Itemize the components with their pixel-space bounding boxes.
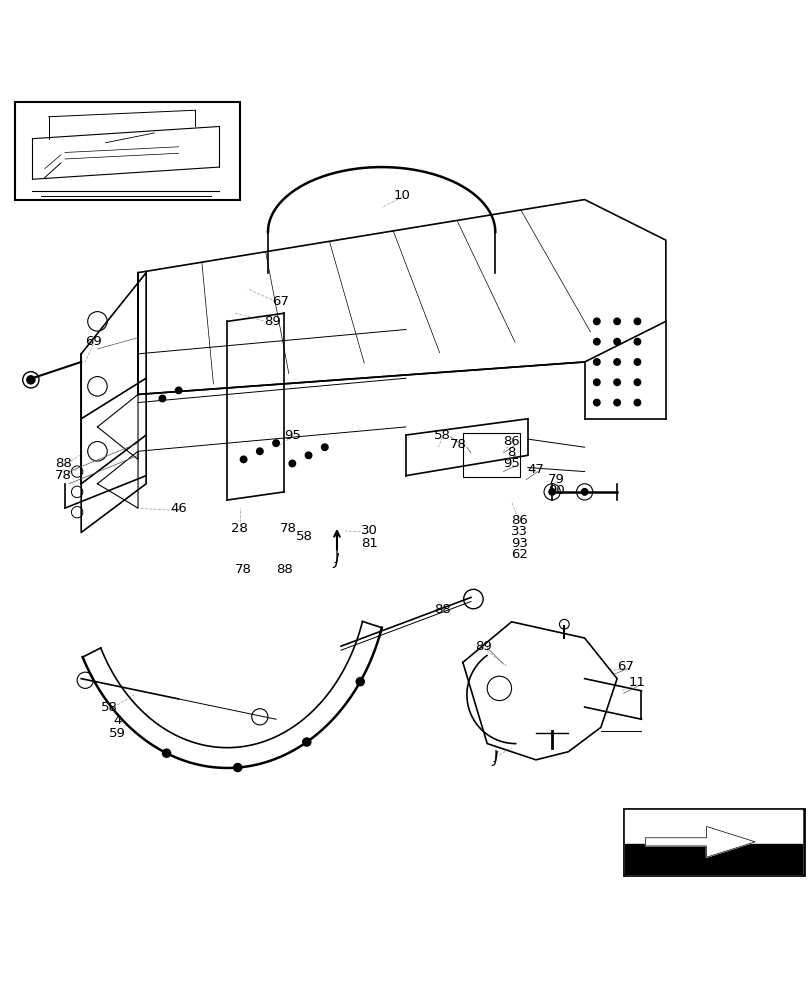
Circle shape xyxy=(633,379,640,386)
Text: 59: 59 xyxy=(109,727,126,740)
Text: J: J xyxy=(493,749,496,762)
Circle shape xyxy=(613,359,620,365)
Text: 90: 90 xyxy=(547,484,564,497)
Text: J: J xyxy=(335,550,338,563)
Circle shape xyxy=(159,395,165,402)
Bar xyxy=(624,844,801,874)
Circle shape xyxy=(256,448,263,455)
Text: 28: 28 xyxy=(231,522,247,535)
Text: 62: 62 xyxy=(511,548,527,561)
Text: 78: 78 xyxy=(280,522,296,535)
Text: 46: 46 xyxy=(170,502,187,515)
Text: 86: 86 xyxy=(511,514,527,527)
Text: 67: 67 xyxy=(272,295,288,308)
Text: 89: 89 xyxy=(264,315,280,328)
Bar xyxy=(627,841,717,871)
Circle shape xyxy=(234,763,242,772)
Circle shape xyxy=(613,399,620,406)
Text: 78: 78 xyxy=(235,563,251,576)
Circle shape xyxy=(305,452,311,459)
Text: 88: 88 xyxy=(55,457,71,470)
Circle shape xyxy=(633,318,640,325)
Circle shape xyxy=(548,489,555,495)
Circle shape xyxy=(240,456,247,463)
Text: 11: 11 xyxy=(629,676,645,689)
Text: 47: 47 xyxy=(527,463,543,476)
Bar xyxy=(462,433,519,477)
Text: 78: 78 xyxy=(55,469,71,482)
Circle shape xyxy=(289,460,295,467)
Circle shape xyxy=(593,379,599,386)
Text: 58: 58 xyxy=(434,429,450,442)
Text: 8: 8 xyxy=(507,446,515,459)
Text: J: J xyxy=(492,751,497,766)
Text: 88: 88 xyxy=(434,603,450,616)
Text: 10: 10 xyxy=(393,189,410,202)
Circle shape xyxy=(613,318,620,325)
Circle shape xyxy=(162,749,170,757)
Text: 95: 95 xyxy=(503,457,519,470)
Circle shape xyxy=(272,440,279,446)
Circle shape xyxy=(633,399,640,406)
Circle shape xyxy=(27,376,35,384)
Circle shape xyxy=(175,387,182,394)
Circle shape xyxy=(321,444,328,450)
Text: 88: 88 xyxy=(276,563,292,576)
Bar xyxy=(623,809,803,875)
Polygon shape xyxy=(645,826,754,857)
Circle shape xyxy=(593,399,599,406)
Text: 67: 67 xyxy=(616,660,633,673)
Circle shape xyxy=(356,678,364,686)
Text: 79: 79 xyxy=(547,473,564,486)
Bar xyxy=(15,102,239,200)
Circle shape xyxy=(303,738,311,746)
Text: 58: 58 xyxy=(296,530,312,543)
Circle shape xyxy=(613,379,620,386)
Text: 81: 81 xyxy=(361,537,377,550)
Text: 78: 78 xyxy=(450,438,466,451)
Circle shape xyxy=(593,359,599,365)
Circle shape xyxy=(593,338,599,345)
Text: 4: 4 xyxy=(114,714,122,727)
Circle shape xyxy=(581,489,587,495)
Circle shape xyxy=(633,338,640,345)
Text: J: J xyxy=(334,553,339,568)
Text: 33: 33 xyxy=(511,525,527,538)
Circle shape xyxy=(613,338,620,345)
Text: 86: 86 xyxy=(503,435,519,448)
Text: 58: 58 xyxy=(101,701,118,714)
Polygon shape xyxy=(649,829,746,855)
Text: 93: 93 xyxy=(511,537,527,550)
Circle shape xyxy=(593,318,599,325)
Text: 69: 69 xyxy=(85,335,101,348)
Circle shape xyxy=(633,359,640,365)
Bar xyxy=(624,810,801,874)
Text: 30: 30 xyxy=(361,524,377,537)
Text: 89: 89 xyxy=(474,640,491,653)
Text: 95: 95 xyxy=(284,429,300,442)
